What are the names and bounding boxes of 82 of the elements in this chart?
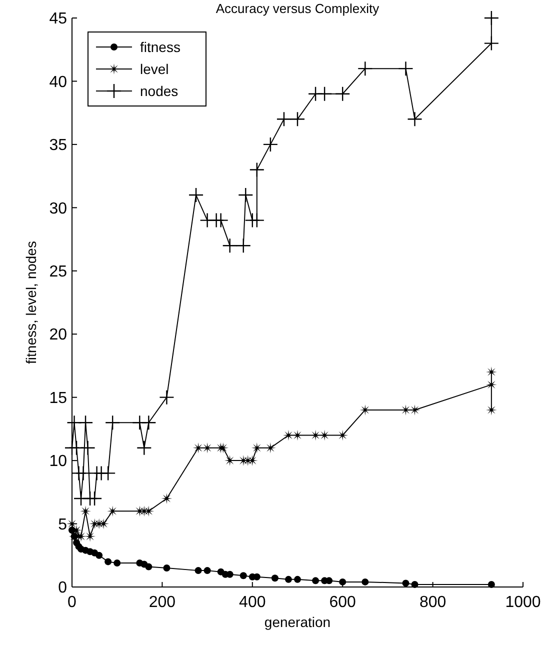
- point: [141, 415, 156, 430]
- point: [213, 212, 228, 228]
- point: [163, 564, 170, 572]
- point: [358, 60, 373, 76]
- y-tick-label: 25: [49, 263, 68, 280]
- y-axis-title: fitness, level, nodes: [23, 241, 39, 364]
- point: [202, 442, 213, 454]
- point: [80, 506, 92, 517]
- point: [484, 10, 500, 26]
- y-tick-label: 35: [49, 137, 68, 154]
- point: [276, 112, 292, 127]
- point: [484, 36, 500, 51]
- point: [76, 466, 91, 481]
- y-tick-label: 5: [58, 516, 68, 534]
- point: [238, 187, 254, 203]
- point: [222, 238, 238, 254]
- point: [100, 466, 116, 481]
- legend-label: nodes: [140, 82, 178, 99]
- point: [398, 60, 414, 76]
- point: [104, 558, 112, 566]
- point: [294, 576, 301, 583]
- point: [161, 492, 172, 504]
- y-tick-label: 20: [49, 326, 68, 344]
- x-tick-label: 400: [239, 594, 266, 611]
- point: [188, 187, 204, 203]
- point: [339, 578, 346, 586]
- point: [104, 415, 120, 430]
- point: [488, 580, 495, 588]
- y-tick-label: 45: [49, 10, 68, 28]
- point: [312, 577, 320, 584]
- point: [316, 86, 332, 102]
- point: [224, 455, 236, 466]
- point: [236, 238, 251, 254]
- point: [192, 442, 204, 454]
- point: [143, 506, 154, 517]
- y-tick-label: 30: [49, 200, 68, 218]
- point: [194, 567, 202, 574]
- legend-label: level: [140, 60, 169, 77]
- point: [114, 559, 121, 566]
- point: [337, 430, 348, 441]
- point: [249, 162, 265, 178]
- y-tick-label: 0: [58, 580, 68, 597]
- x-tick-label: 200: [148, 594, 176, 611]
- point: [486, 404, 497, 416]
- point: [262, 136, 278, 152]
- point: [98, 518, 110, 530]
- point: [409, 404, 420, 416]
- point: [249, 212, 265, 228]
- point: [136, 440, 152, 456]
- point: [159, 390, 174, 405]
- point: [402, 580, 410, 587]
- x-axis-title: generation: [264, 614, 331, 630]
- point: [86, 490, 102, 506]
- point: [251, 442, 262, 454]
- legend-label: fitness: [140, 38, 180, 55]
- point: [96, 552, 103, 559]
- point: [407, 112, 422, 127]
- chart-title: Accuracy versus Complexity: [216, 1, 380, 16]
- x-tick-label: 1000: [505, 594, 541, 611]
- point: [282, 430, 294, 441]
- point: [486, 379, 497, 390]
- point: [84, 530, 96, 542]
- x-tick-label: 800: [419, 594, 446, 611]
- point: [240, 572, 247, 580]
- point: [486, 366, 497, 378]
- point: [411, 580, 418, 588]
- point: [326, 577, 333, 584]
- point: [292, 430, 303, 441]
- y-tick-label: 10: [49, 453, 68, 470]
- point: [271, 574, 278, 582]
- y-tick-label: 40: [49, 74, 68, 91]
- point: [218, 442, 229, 454]
- point: [290, 112, 306, 127]
- x-tick-label: 600: [329, 594, 356, 611]
- point: [362, 578, 369, 586]
- point: [78, 415, 94, 430]
- point: [204, 567, 211, 574]
- y-tick-label: 15: [49, 390, 68, 407]
- point: [80, 440, 96, 456]
- point: [335, 86, 350, 102]
- point: [145, 563, 152, 570]
- point: [284, 576, 292, 583]
